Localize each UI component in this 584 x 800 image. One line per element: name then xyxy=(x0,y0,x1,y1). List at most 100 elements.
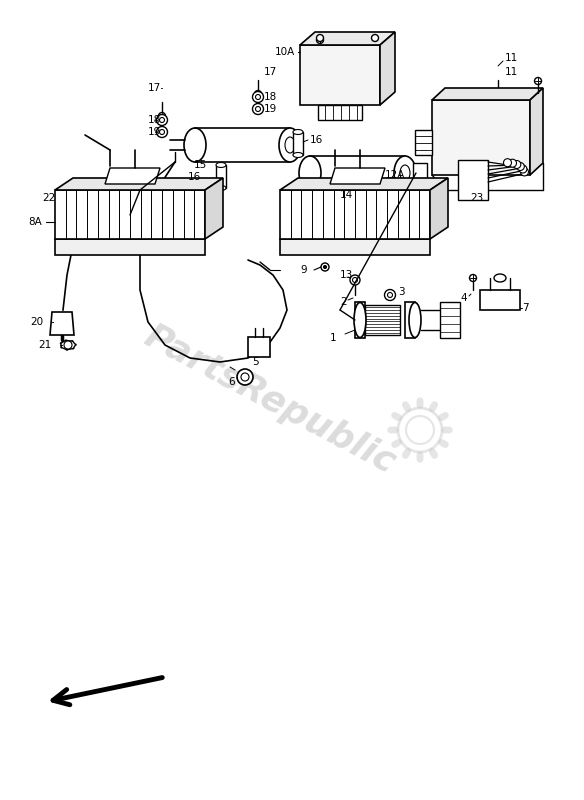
Circle shape xyxy=(237,369,253,385)
Polygon shape xyxy=(55,190,205,239)
Circle shape xyxy=(534,78,541,85)
Bar xyxy=(365,305,400,335)
Circle shape xyxy=(159,118,165,122)
Text: 13: 13 xyxy=(340,270,353,280)
Circle shape xyxy=(520,168,529,176)
Polygon shape xyxy=(280,178,448,190)
Text: 20: 20 xyxy=(30,317,43,327)
Text: 8A: 8A xyxy=(28,217,41,227)
FancyArrowPatch shape xyxy=(405,451,408,455)
Ellipse shape xyxy=(293,130,303,134)
Polygon shape xyxy=(216,165,226,188)
Text: 16: 16 xyxy=(310,135,324,145)
Circle shape xyxy=(371,34,378,42)
Circle shape xyxy=(159,130,165,134)
Polygon shape xyxy=(458,160,488,200)
Text: 18: 18 xyxy=(148,115,161,125)
Circle shape xyxy=(509,159,516,167)
FancyArrowPatch shape xyxy=(405,405,408,409)
Text: 16: 16 xyxy=(188,172,201,182)
Circle shape xyxy=(384,290,395,301)
FancyArrowPatch shape xyxy=(442,415,446,418)
Polygon shape xyxy=(280,190,430,239)
Circle shape xyxy=(388,293,392,298)
Circle shape xyxy=(513,161,521,169)
Text: 11: 11 xyxy=(505,67,518,77)
Text: 21: 21 xyxy=(38,340,51,350)
FancyArrowPatch shape xyxy=(432,451,434,455)
Polygon shape xyxy=(530,88,543,175)
Ellipse shape xyxy=(494,274,506,282)
Polygon shape xyxy=(300,32,395,45)
FancyArrowPatch shape xyxy=(432,405,434,409)
Circle shape xyxy=(317,34,324,42)
Circle shape xyxy=(256,94,260,99)
Polygon shape xyxy=(55,178,223,190)
Text: 3: 3 xyxy=(398,287,405,297)
Ellipse shape xyxy=(216,186,226,190)
Circle shape xyxy=(255,90,262,98)
Polygon shape xyxy=(318,105,362,120)
Polygon shape xyxy=(355,302,365,338)
Polygon shape xyxy=(380,32,395,105)
Ellipse shape xyxy=(279,128,301,162)
Text: 9: 9 xyxy=(300,265,307,275)
Circle shape xyxy=(158,113,165,119)
Polygon shape xyxy=(430,178,448,239)
Circle shape xyxy=(157,114,168,126)
Circle shape xyxy=(324,266,326,269)
Polygon shape xyxy=(280,239,430,255)
Circle shape xyxy=(353,278,357,282)
Polygon shape xyxy=(330,168,385,184)
Circle shape xyxy=(73,193,77,197)
FancyArrowPatch shape xyxy=(442,442,446,445)
Text: 2: 2 xyxy=(340,297,347,307)
Text: PartsRepublic: PartsRepublic xyxy=(138,319,401,481)
Circle shape xyxy=(470,274,477,282)
Polygon shape xyxy=(248,337,270,357)
Text: 12A: 12A xyxy=(385,170,405,180)
Polygon shape xyxy=(55,239,205,255)
Polygon shape xyxy=(205,178,223,239)
Text: 17: 17 xyxy=(264,67,277,77)
Ellipse shape xyxy=(293,153,303,158)
Text: 10A: 10A xyxy=(275,47,296,57)
Text: 14: 14 xyxy=(340,190,353,200)
Polygon shape xyxy=(300,45,380,105)
Circle shape xyxy=(350,275,360,285)
Text: 17: 17 xyxy=(148,83,161,93)
Text: 7: 7 xyxy=(522,303,529,313)
Polygon shape xyxy=(415,130,432,155)
Circle shape xyxy=(503,158,512,166)
Text: 18: 18 xyxy=(264,92,277,102)
Text: 23: 23 xyxy=(470,193,483,203)
Text: 11: 11 xyxy=(505,53,518,63)
Circle shape xyxy=(412,190,419,198)
Circle shape xyxy=(495,90,502,98)
Text: 5: 5 xyxy=(252,357,259,367)
Polygon shape xyxy=(432,88,543,100)
Circle shape xyxy=(252,91,263,102)
FancyArrowPatch shape xyxy=(395,442,398,445)
Circle shape xyxy=(256,106,260,111)
Circle shape xyxy=(519,165,527,173)
Polygon shape xyxy=(105,168,160,184)
Circle shape xyxy=(321,263,329,271)
Circle shape xyxy=(516,162,524,170)
Ellipse shape xyxy=(216,162,226,167)
Ellipse shape xyxy=(409,302,421,338)
Circle shape xyxy=(317,37,324,43)
Circle shape xyxy=(252,103,263,114)
Circle shape xyxy=(64,341,72,349)
Polygon shape xyxy=(405,302,415,338)
Ellipse shape xyxy=(400,165,410,181)
Polygon shape xyxy=(432,100,530,175)
Text: 22: 22 xyxy=(42,193,55,203)
FancyArrowPatch shape xyxy=(395,415,398,418)
Circle shape xyxy=(241,373,249,381)
Polygon shape xyxy=(50,312,74,335)
Ellipse shape xyxy=(394,156,416,190)
Polygon shape xyxy=(440,302,460,338)
Polygon shape xyxy=(413,163,427,183)
Ellipse shape xyxy=(184,128,206,162)
